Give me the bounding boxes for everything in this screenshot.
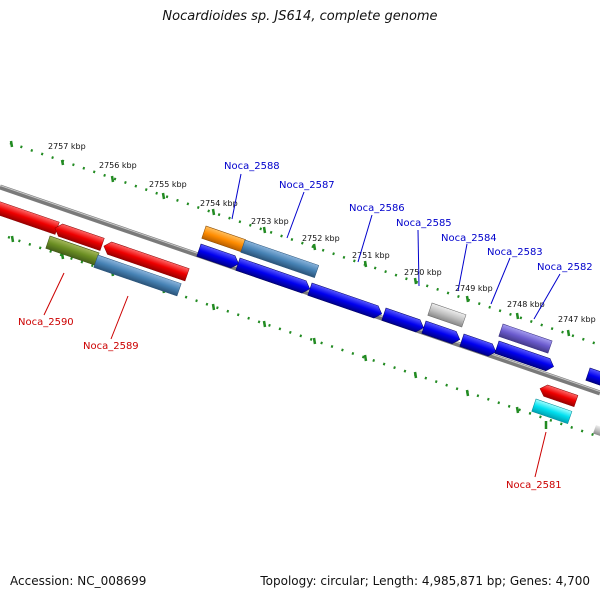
- genome-map-viewer: Nocardioides sp. JS614, complete genome: [0, 0, 600, 600]
- genome-summary-text: Topology: circular; Length: 4,985,871 bp…: [260, 574, 590, 588]
- genome-map: 2757 kbp 2756 kbp 2755 kbp 2754 kbp 2753…: [0, 0, 600, 600]
- gene-label-noca-2589[interactable]: Noca_2589: [83, 341, 139, 352]
- gene-label-noca-2586[interactable]: Noca_2586: [349, 203, 405, 214]
- gene-arrow-blue[interactable]: [308, 283, 384, 320]
- scale-label: 2748 kbp: [507, 300, 545, 309]
- gene-label-noca-2584[interactable]: Noca_2584: [441, 233, 497, 244]
- scale-label: 2747 kbp: [558, 315, 596, 324]
- scale-label: 2750 kbp: [404, 268, 442, 277]
- scale-label: 2756 kbp: [99, 161, 137, 170]
- gene-label-noca-2583[interactable]: Noca_2583: [487, 247, 543, 258]
- gene-gray-fragment[interactable]: [593, 425, 600, 437]
- scale-label: 2752 kbp: [302, 234, 340, 243]
- gene-arrow-blue[interactable]: [382, 308, 426, 334]
- gene-label-noca-2585[interactable]: Noca_2585: [396, 218, 452, 229]
- scale-label: 2754 kbp: [200, 199, 238, 208]
- gene-label-noca-2587[interactable]: Noca_2587: [279, 180, 335, 191]
- scale-label: 2753 kbp: [251, 217, 289, 226]
- scale-label: 2751 kbp: [352, 251, 390, 260]
- bottom-label-leaders: [44, 273, 546, 477]
- gene-label-noca-2590[interactable]: Noca_2590: [18, 317, 74, 328]
- scale-label: 2757 kbp: [48, 142, 86, 151]
- scale-label: 2755 kbp: [149, 180, 187, 189]
- gene-label-noca-2582[interactable]: Noca_2582: [537, 262, 593, 273]
- gene-label-noca-2588[interactable]: Noca_2588: [224, 161, 280, 172]
- scale-label: 2749 kbp: [455, 284, 493, 293]
- accession-text: Accession: NC_008699: [10, 574, 146, 588]
- gene-label-noca-2581[interactable]: Noca_2581: [506, 480, 562, 491]
